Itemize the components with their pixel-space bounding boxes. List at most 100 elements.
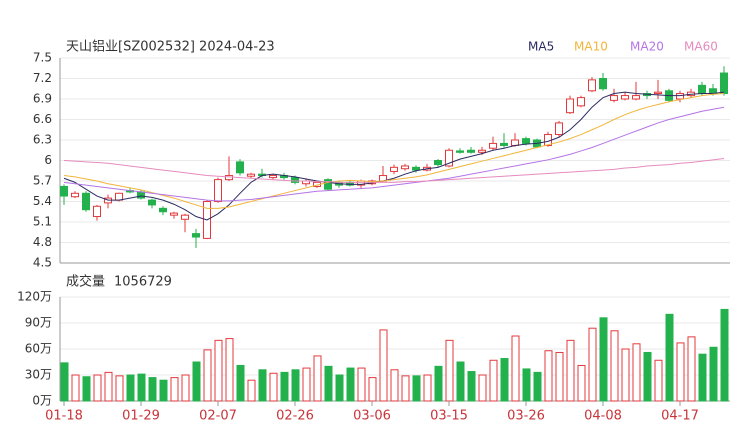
y-tick-label: 60万 bbox=[25, 342, 52, 356]
candle-body bbox=[148, 199, 156, 206]
x-tick-label: 01-18 bbox=[45, 409, 83, 424]
candle-body bbox=[93, 205, 101, 218]
volume-bar bbox=[544, 350, 553, 402]
volume-bar bbox=[313, 355, 322, 402]
volume-bar bbox=[324, 365, 333, 402]
volume-bar bbox=[126, 374, 135, 402]
x-tick-label: 02-07 bbox=[199, 409, 237, 424]
candle-body bbox=[698, 84, 706, 95]
candle-body bbox=[71, 192, 79, 198]
ma-line bbox=[63, 91, 725, 221]
volume-bar bbox=[236, 364, 245, 402]
volume-bar bbox=[720, 308, 729, 402]
y-tick-label: 120万 bbox=[17, 290, 52, 304]
candle-body bbox=[82, 192, 90, 211]
candle-body bbox=[192, 233, 200, 238]
candle-body bbox=[225, 175, 233, 181]
volume-bar bbox=[566, 339, 575, 402]
candle-body bbox=[467, 149, 475, 153]
volume-bar bbox=[665, 313, 674, 402]
candle-body bbox=[445, 149, 453, 167]
candle-body bbox=[236, 161, 244, 174]
volume-bar bbox=[489, 359, 498, 402]
ma-line bbox=[63, 157, 725, 183]
candle-body bbox=[599, 78, 607, 90]
volume-bar bbox=[335, 374, 344, 402]
volume-bar bbox=[478, 374, 487, 402]
volume-bar bbox=[225, 338, 234, 402]
y-tick-label: 5.7 bbox=[33, 174, 52, 188]
candle-body bbox=[489, 142, 497, 149]
volume-bar bbox=[599, 317, 608, 402]
volume-bar bbox=[258, 369, 267, 402]
candle-body bbox=[269, 175, 277, 179]
volume-bar bbox=[291, 369, 300, 402]
volume-bar bbox=[588, 327, 597, 402]
y-tick-label: 5.4 bbox=[33, 194, 52, 208]
candle-body bbox=[456, 150, 464, 153]
volume-bar bbox=[621, 348, 630, 402]
x-tick-label: 03-06 bbox=[353, 409, 391, 424]
candle-body bbox=[412, 166, 420, 171]
candle-body bbox=[522, 138, 530, 144]
volume-bar bbox=[60, 362, 69, 402]
candle-body bbox=[137, 191, 145, 199]
candle-body bbox=[566, 98, 574, 114]
volume-bar bbox=[247, 379, 256, 402]
candle-body bbox=[170, 212, 178, 216]
y-tick-label: 6.9 bbox=[33, 92, 52, 106]
candle-body bbox=[115, 192, 123, 201]
x-tick-label: 03-15 bbox=[430, 409, 468, 424]
y-tick-label: 7.2 bbox=[33, 71, 52, 85]
candle-body bbox=[390, 166, 398, 172]
volume-bar bbox=[148, 377, 157, 402]
volume-bar bbox=[500, 358, 509, 402]
x-tick-label: 04-17 bbox=[661, 409, 699, 424]
volume-bar bbox=[137, 373, 146, 402]
volume-bar bbox=[214, 339, 223, 402]
volume-bar bbox=[456, 361, 465, 402]
candle-body bbox=[159, 207, 167, 213]
volume-bar bbox=[709, 346, 718, 402]
volume-bar bbox=[698, 353, 707, 402]
volume-bar bbox=[610, 330, 619, 402]
y-tick-label: 6 bbox=[44, 153, 52, 167]
volume-latest: 1056729 bbox=[114, 275, 172, 290]
volume-bar bbox=[379, 329, 388, 402]
volume-bar bbox=[654, 359, 663, 402]
candle-body bbox=[291, 177, 299, 183]
candle-body bbox=[401, 165, 409, 170]
legend-entry: MA10 bbox=[574, 40, 608, 54]
volume-bar bbox=[577, 364, 586, 402]
candle-body bbox=[511, 139, 519, 146]
ma-line bbox=[63, 93, 725, 209]
volume-bar bbox=[104, 371, 113, 402]
volume-bar bbox=[269, 372, 278, 402]
chart-title: 天山铝业[SZ002532] 2024-04-23 bbox=[66, 40, 275, 55]
legend-entry: MA60 bbox=[684, 40, 718, 54]
candle-body bbox=[555, 122, 563, 136]
candle-body bbox=[247, 173, 255, 177]
y-tick-label: 90万 bbox=[25, 316, 52, 330]
volume-bar bbox=[82, 376, 91, 402]
x-tick-label: 03-26 bbox=[507, 409, 545, 424]
y-tick-label: 0万 bbox=[32, 394, 52, 408]
volume-bar bbox=[555, 351, 564, 402]
candle-body bbox=[632, 95, 640, 100]
candle-body bbox=[478, 149, 486, 153]
volume-bar bbox=[401, 375, 410, 402]
y-tick-label: 7.5 bbox=[33, 51, 52, 65]
volume-bar bbox=[434, 365, 443, 402]
candle-body bbox=[500, 142, 508, 146]
volume-bar bbox=[302, 367, 311, 402]
y-tick-label: 4.5 bbox=[33, 256, 52, 270]
candle-body bbox=[324, 179, 332, 190]
volume-bar bbox=[181, 374, 190, 402]
candle-body bbox=[654, 91, 662, 95]
volume-bar bbox=[390, 369, 399, 402]
y-tick-label: 5.1 bbox=[33, 215, 52, 229]
volume-bar bbox=[412, 375, 421, 402]
candle-body bbox=[181, 214, 189, 220]
legend-entry: MA20 bbox=[630, 40, 664, 54]
